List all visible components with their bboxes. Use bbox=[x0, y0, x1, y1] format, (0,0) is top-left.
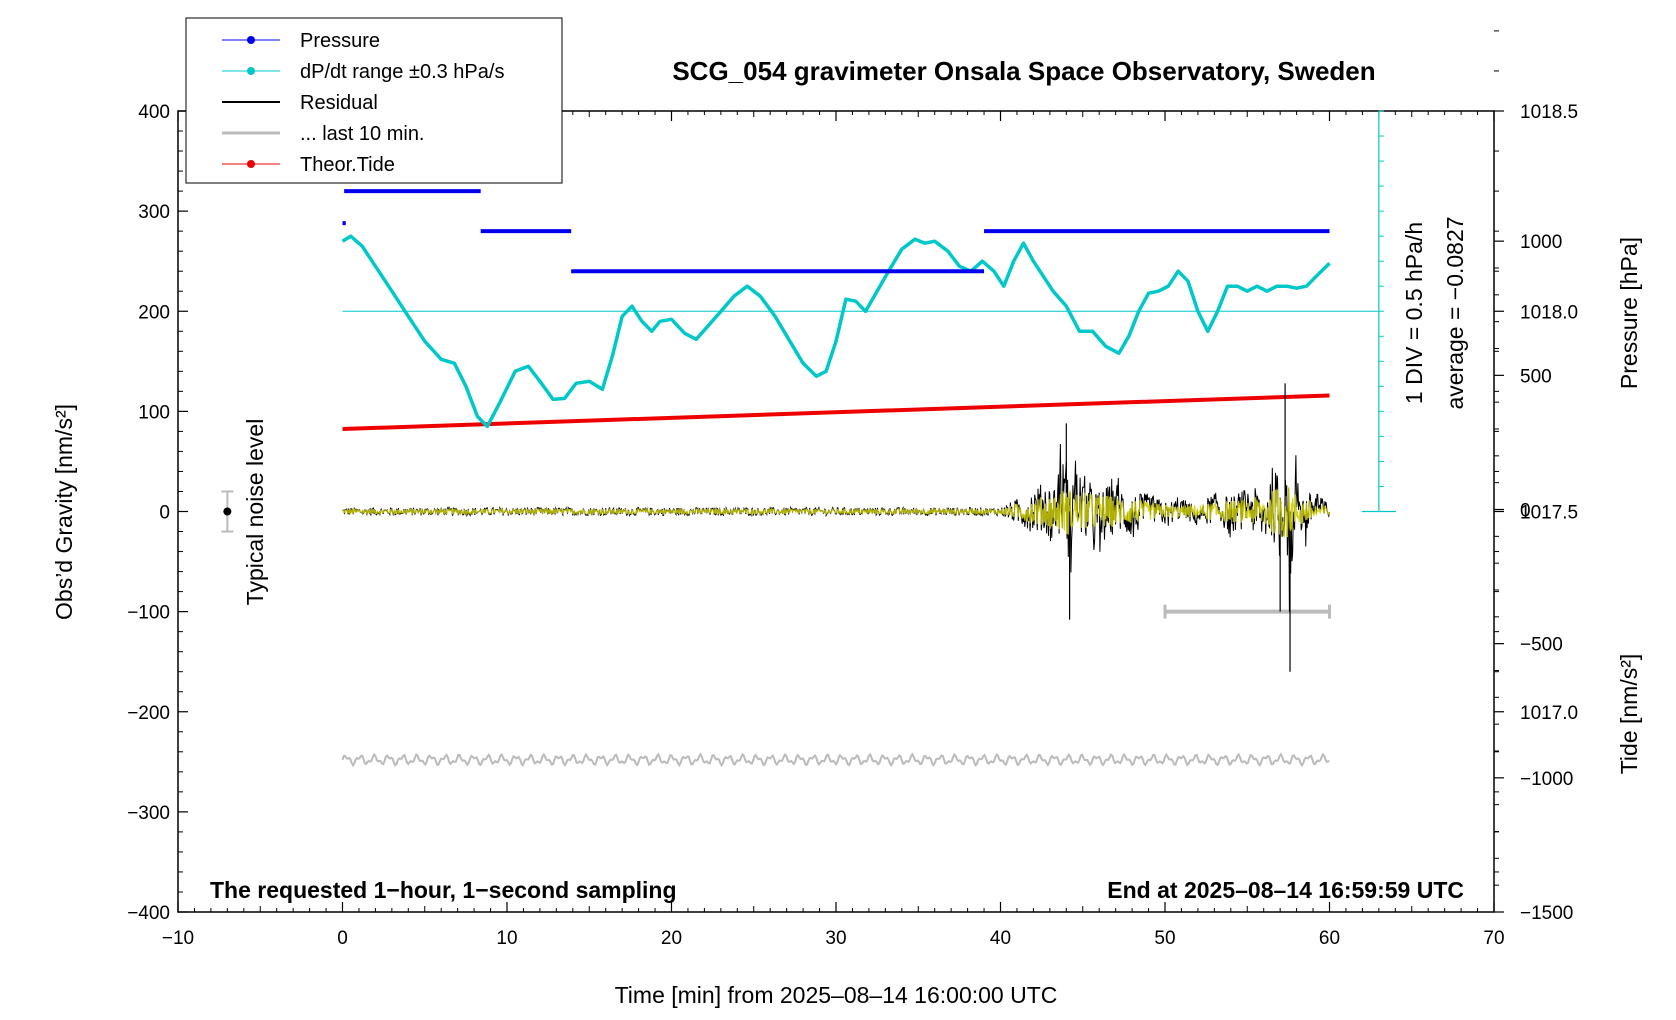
y-tick-label: 400 bbox=[138, 102, 170, 123]
pressure-tick-label: 1017.5 bbox=[1520, 503, 1578, 524]
legend-label-dpdt: dP/dt range ±0.3 hPa/s bbox=[300, 61, 504, 83]
y-axis-label-tide: Tide [nm/s²] bbox=[1616, 654, 1642, 775]
annotation-end-time: End at 2025–08–14 16:59:59 UTC bbox=[1107, 877, 1464, 903]
legend-marker-dpdt bbox=[247, 67, 255, 75]
x-tick-label: 30 bbox=[825, 928, 846, 949]
y-tick-label: −400 bbox=[127, 903, 170, 924]
legend-label-pressure: Pressure bbox=[300, 30, 380, 52]
x-tick-label: 10 bbox=[496, 928, 517, 949]
tide-tick-label: 0 bbox=[1520, 500, 1531, 521]
noise-point bbox=[223, 507, 232, 516]
x-tick-label: 40 bbox=[990, 928, 1011, 949]
y-tick-label: −100 bbox=[127, 603, 170, 624]
y-tick-label: 300 bbox=[138, 202, 170, 223]
y-tick-label: −300 bbox=[127, 803, 170, 824]
x-tick-label: −10 bbox=[162, 928, 194, 949]
pressure-tick-label: 1018.5 bbox=[1520, 102, 1578, 123]
series-layer bbox=[221, 189, 1379, 768]
legend-entry-pressure: Pressure bbox=[222, 30, 380, 52]
legend-marker-tide bbox=[247, 160, 255, 168]
tide-tick-label: −500 bbox=[1520, 635, 1563, 656]
legend-entry-residual: Residual bbox=[222, 92, 378, 114]
x-tick-label: 0 bbox=[337, 928, 348, 949]
legend-entry-dpdt: dP/dt range ±0.3 hPa/s bbox=[222, 61, 504, 83]
pressure-tick-label: 1017.0 bbox=[1520, 703, 1578, 724]
y-tick-label: 100 bbox=[138, 402, 170, 423]
legend-box bbox=[185, 17, 563, 184]
legend-label-tide: Theor.Tide bbox=[300, 154, 395, 176]
offset-trace bbox=[341, 752, 1330, 768]
y-tick-label: −200 bbox=[127, 703, 170, 724]
legend-entry-last10: ... last 10 min. bbox=[222, 123, 425, 145]
annotation-average: average = −0.0827 bbox=[1442, 216, 1468, 409]
y-axis-label-left: Obs’d Gravity [nm/s²] bbox=[51, 404, 77, 620]
tide-tick-label: 1000 bbox=[1520, 232, 1562, 253]
annotation-div: 1 DIV = 0.5 hPa/h bbox=[1401, 222, 1427, 404]
legend-entry-tide: Theor.Tide bbox=[222, 154, 395, 176]
tide-tick-label: −1000 bbox=[1520, 769, 1573, 790]
x-tick-label: 50 bbox=[1154, 928, 1175, 949]
y-tick-label: 0 bbox=[159, 503, 170, 524]
tide-tick-label: −1500 bbox=[1520, 903, 1573, 924]
legend-label-last10: ... last 10 min. bbox=[300, 123, 425, 145]
y-tick-label: 200 bbox=[138, 302, 170, 323]
x-tick-label: 60 bbox=[1319, 928, 1340, 949]
annotation-sampling: The requested 1−hour, 1−second sampling bbox=[210, 877, 677, 903]
x-axis-label: Time [min] from 2025–08–14 16:00:00 UTC bbox=[615, 982, 1058, 1008]
legend-marker-pressure bbox=[247, 36, 255, 44]
x-tick-label: 20 bbox=[661, 928, 682, 949]
tide-tick-label: 500 bbox=[1520, 366, 1552, 387]
tide-line bbox=[342, 393, 1330, 431]
axes-layer: −10 0 10 20 30 40 50 60 704003002001000−100−200−… bbox=[127, 30, 1578, 949]
chart-title: SCG_054 gravimeter Onsala Space Observat… bbox=[672, 56, 1375, 86]
filtered-line bbox=[342, 487, 1331, 538]
legend: Pressure dP/dt range ±0.3 hPa/s Residual… bbox=[185, 17, 563, 184]
pressure-tick-label: 1018.0 bbox=[1520, 302, 1578, 323]
legend-label-residual: Residual bbox=[300, 92, 378, 114]
annotation-noise-level: Typical noise level bbox=[242, 419, 268, 606]
y-axis-label-pressure: Pressure [hPa] bbox=[1616, 237, 1642, 389]
dpdt-line bbox=[341, 234, 1331, 429]
x-tick-label: 70 bbox=[1483, 928, 1504, 949]
